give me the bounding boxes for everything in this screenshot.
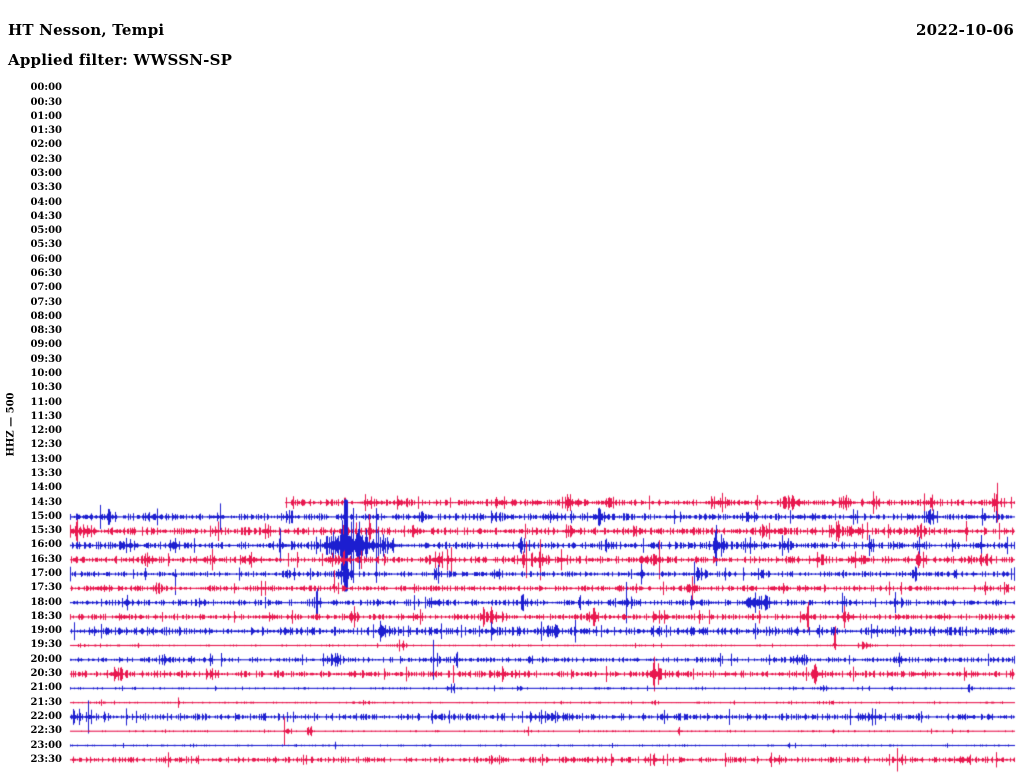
seismogram-plot (0, 0, 1024, 780)
helicorder-page: HT Nesson, Tempi Applied filter: WWSSN-S… (0, 0, 1024, 780)
